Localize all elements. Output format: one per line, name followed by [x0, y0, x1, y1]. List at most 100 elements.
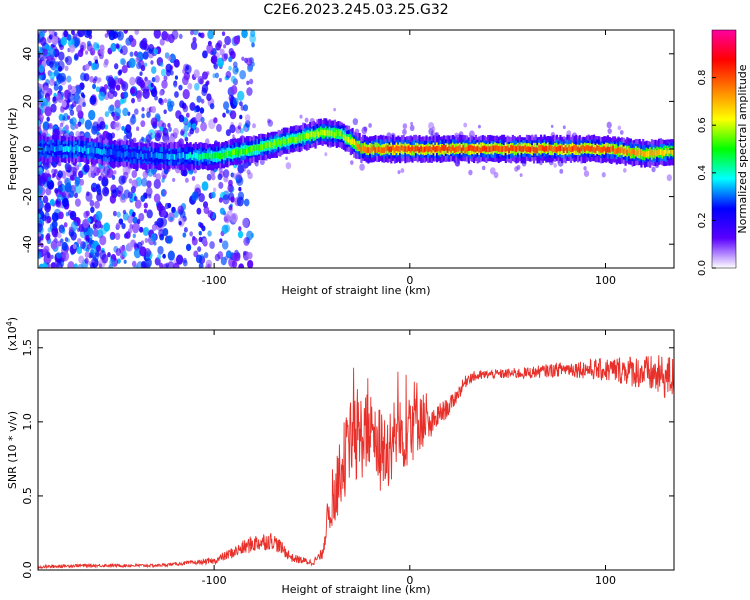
spectrogram-ridge-cell: [168, 154, 171, 160]
spectrogram-ridge-cell: [339, 130, 342, 137]
spectrogram-ridge-cell: [566, 147, 569, 154]
spectrogram-noise-cell: [125, 124, 132, 133]
spectrogram-noise-cell: [199, 107, 205, 114]
spectrogram-noise-cell: [151, 224, 157, 232]
spectrogram-noise-cell: [165, 63, 173, 73]
spectrogram-noise-cell: [242, 250, 247, 256]
spectrogram-noise-cell: [232, 65, 239, 75]
spectrogram-noise-cell: [123, 259, 127, 264]
spectrogram-ridge-cell: [664, 147, 668, 154]
spectrogram-ridge-cell: [633, 149, 636, 156]
spectrogram-noise-cell: [197, 75, 204, 85]
spectrogram-ridge-cell: [200, 153, 203, 160]
spectrogram-noise-cell: [121, 125, 125, 131]
spectrogram-noise-cell: [112, 210, 117, 217]
spectrogram-noise-cell: [169, 216, 174, 222]
spectrogram-ridge-cell: [205, 153, 208, 159]
spectrogram-y-label: Frequency (Hz): [6, 108, 19, 191]
spectrogram-noise-cell: [233, 35, 241, 45]
spectrogram-ridge-cell: [488, 146, 492, 153]
spectrogram-noise-cell: [72, 243, 77, 250]
spectrogram-noise-cell: [146, 111, 151, 118]
spectrogram-ridge-cell: [605, 147, 608, 154]
spectrogram-ridge-cell: [166, 153, 169, 159]
spectrogram-ridge-cell: [302, 133, 305, 140]
spectrogram-noise-cell: [144, 62, 148, 67]
spectrogram-ridge-cell: [247, 147, 250, 153]
spectrogram-ridge-cell: [138, 153, 141, 160]
spectrogram-ridge-cell: [439, 146, 442, 153]
spectrogram-noise-cell: [113, 170, 117, 175]
colorbar-tick-label: 0.4: [697, 165, 708, 181]
spectrogram-noise-cell: [241, 56, 245, 61]
spectrogram-ridge-cell: [85, 148, 88, 155]
spectrogram-noise-cell: [141, 113, 145, 119]
spectrogram-x-tick-label: -100: [202, 274, 227, 287]
spectrogram-noise-cell: [80, 44, 85, 51]
spectrogram-noise-cell: [122, 107, 129, 117]
spectrogram-noise-cell: [223, 53, 229, 60]
spectrogram-ridge-cell: [458, 144, 462, 151]
spectrogram-ridge-cell: [654, 149, 657, 156]
spectrogram-ridge-cell: [303, 133, 307, 140]
spectrogram-noise-cell: [139, 71, 143, 76]
spectrogram-noise-cell: [368, 123, 372, 128]
spectrogram-noise-cell: [74, 52, 79, 60]
spectrogram-noise-cell: [223, 175, 229, 183]
spectrogram-noise-cell: [49, 71, 56, 80]
spectrogram-noise-cell: [324, 152, 328, 157]
spectrogram-ridge-cell: [145, 153, 148, 159]
spectrogram-ridge-cell: [390, 146, 393, 153]
spectrogram-noise-cell: [221, 240, 229, 250]
spectrogram-noise-cell: [47, 55, 53, 62]
spectrogram-ridge-cell: [87, 147, 90, 154]
spectrogram-ridge-cell: [92, 147, 95, 154]
spectrogram-ridge-cell: [414, 145, 418, 152]
spectrogram-ridge-cell: [392, 144, 395, 151]
spectrogram-noise-cell: [249, 78, 254, 85]
spectrogram-noise-cell: [42, 121, 50, 131]
spectrogram-noise-cell: [42, 263, 49, 268]
spectrogram-noise-cell: [109, 258, 115, 267]
spectrogram-ridge-cell: [656, 150, 659, 157]
spectrogram-noise-cell: [143, 43, 150, 51]
spectrogram-ridge-cell: [316, 129, 319, 136]
spectrogram-ridge-cell: [228, 150, 231, 157]
spectrogram-noise-cell: [38, 35, 41, 43]
spectrogram-ridge-cell: [501, 146, 504, 152]
spectrogram-noise-cell: [116, 30, 124, 41]
spectrogram-noise-cell: [285, 162, 292, 170]
spectrogram-ridge-cell: [649, 149, 652, 156]
spectrogram-noise-cell: [74, 263, 78, 268]
spectrogram-ridge-cell: [608, 146, 611, 153]
spectrogram-noise-cell: [56, 251, 62, 259]
spectrogram-ridge-cell: [400, 144, 404, 151]
spectrogram-noise-cell: [163, 98, 168, 104]
spectrogram-ridge-cell: [427, 146, 430, 153]
spectrogram-noise-cell: [187, 132, 192, 137]
spectrogram-noise-cell: [85, 63, 90, 71]
spectrogram-noise-cell: [251, 42, 255, 48]
spectrogram-noise-cell: [141, 107, 145, 112]
spectrogram-ridge-cell: [231, 149, 234, 156]
spectrogram-ridge-cell: [208, 152, 212, 159]
spectrogram-noise-cell: [73, 37, 80, 47]
spectrogram-noise-cell: [84, 251, 90, 258]
spectrogram-noise-cell: [228, 65, 232, 71]
spectrogram-ridge-cell: [187, 153, 190, 160]
spectrogram-ridge-cell: [330, 130, 333, 136]
spectrogram-ridge-cell: [326, 129, 330, 136]
spectrogram-ridge-cell: [495, 145, 499, 151]
spectrogram-noise-cell: [221, 224, 229, 235]
spectrogram-noise-cell: [125, 37, 132, 46]
spectrogram-ridge-cell: [643, 151, 647, 158]
spectrogram-noise-cell: [122, 209, 127, 215]
spectrogram-noise-cell: [206, 173, 212, 181]
spectrogram-ridge-cell: [511, 145, 514, 152]
spectrogram-ridge-cell: [575, 145, 578, 151]
spectrogram-noise-cell: [200, 121, 207, 132]
spectrogram-noise-cell: [71, 100, 77, 108]
spectrogram-noise-cell: [115, 84, 121, 91]
spectrogram-noise-cell: [75, 130, 81, 138]
spectrogram-noise-cell: [169, 70, 174, 76]
